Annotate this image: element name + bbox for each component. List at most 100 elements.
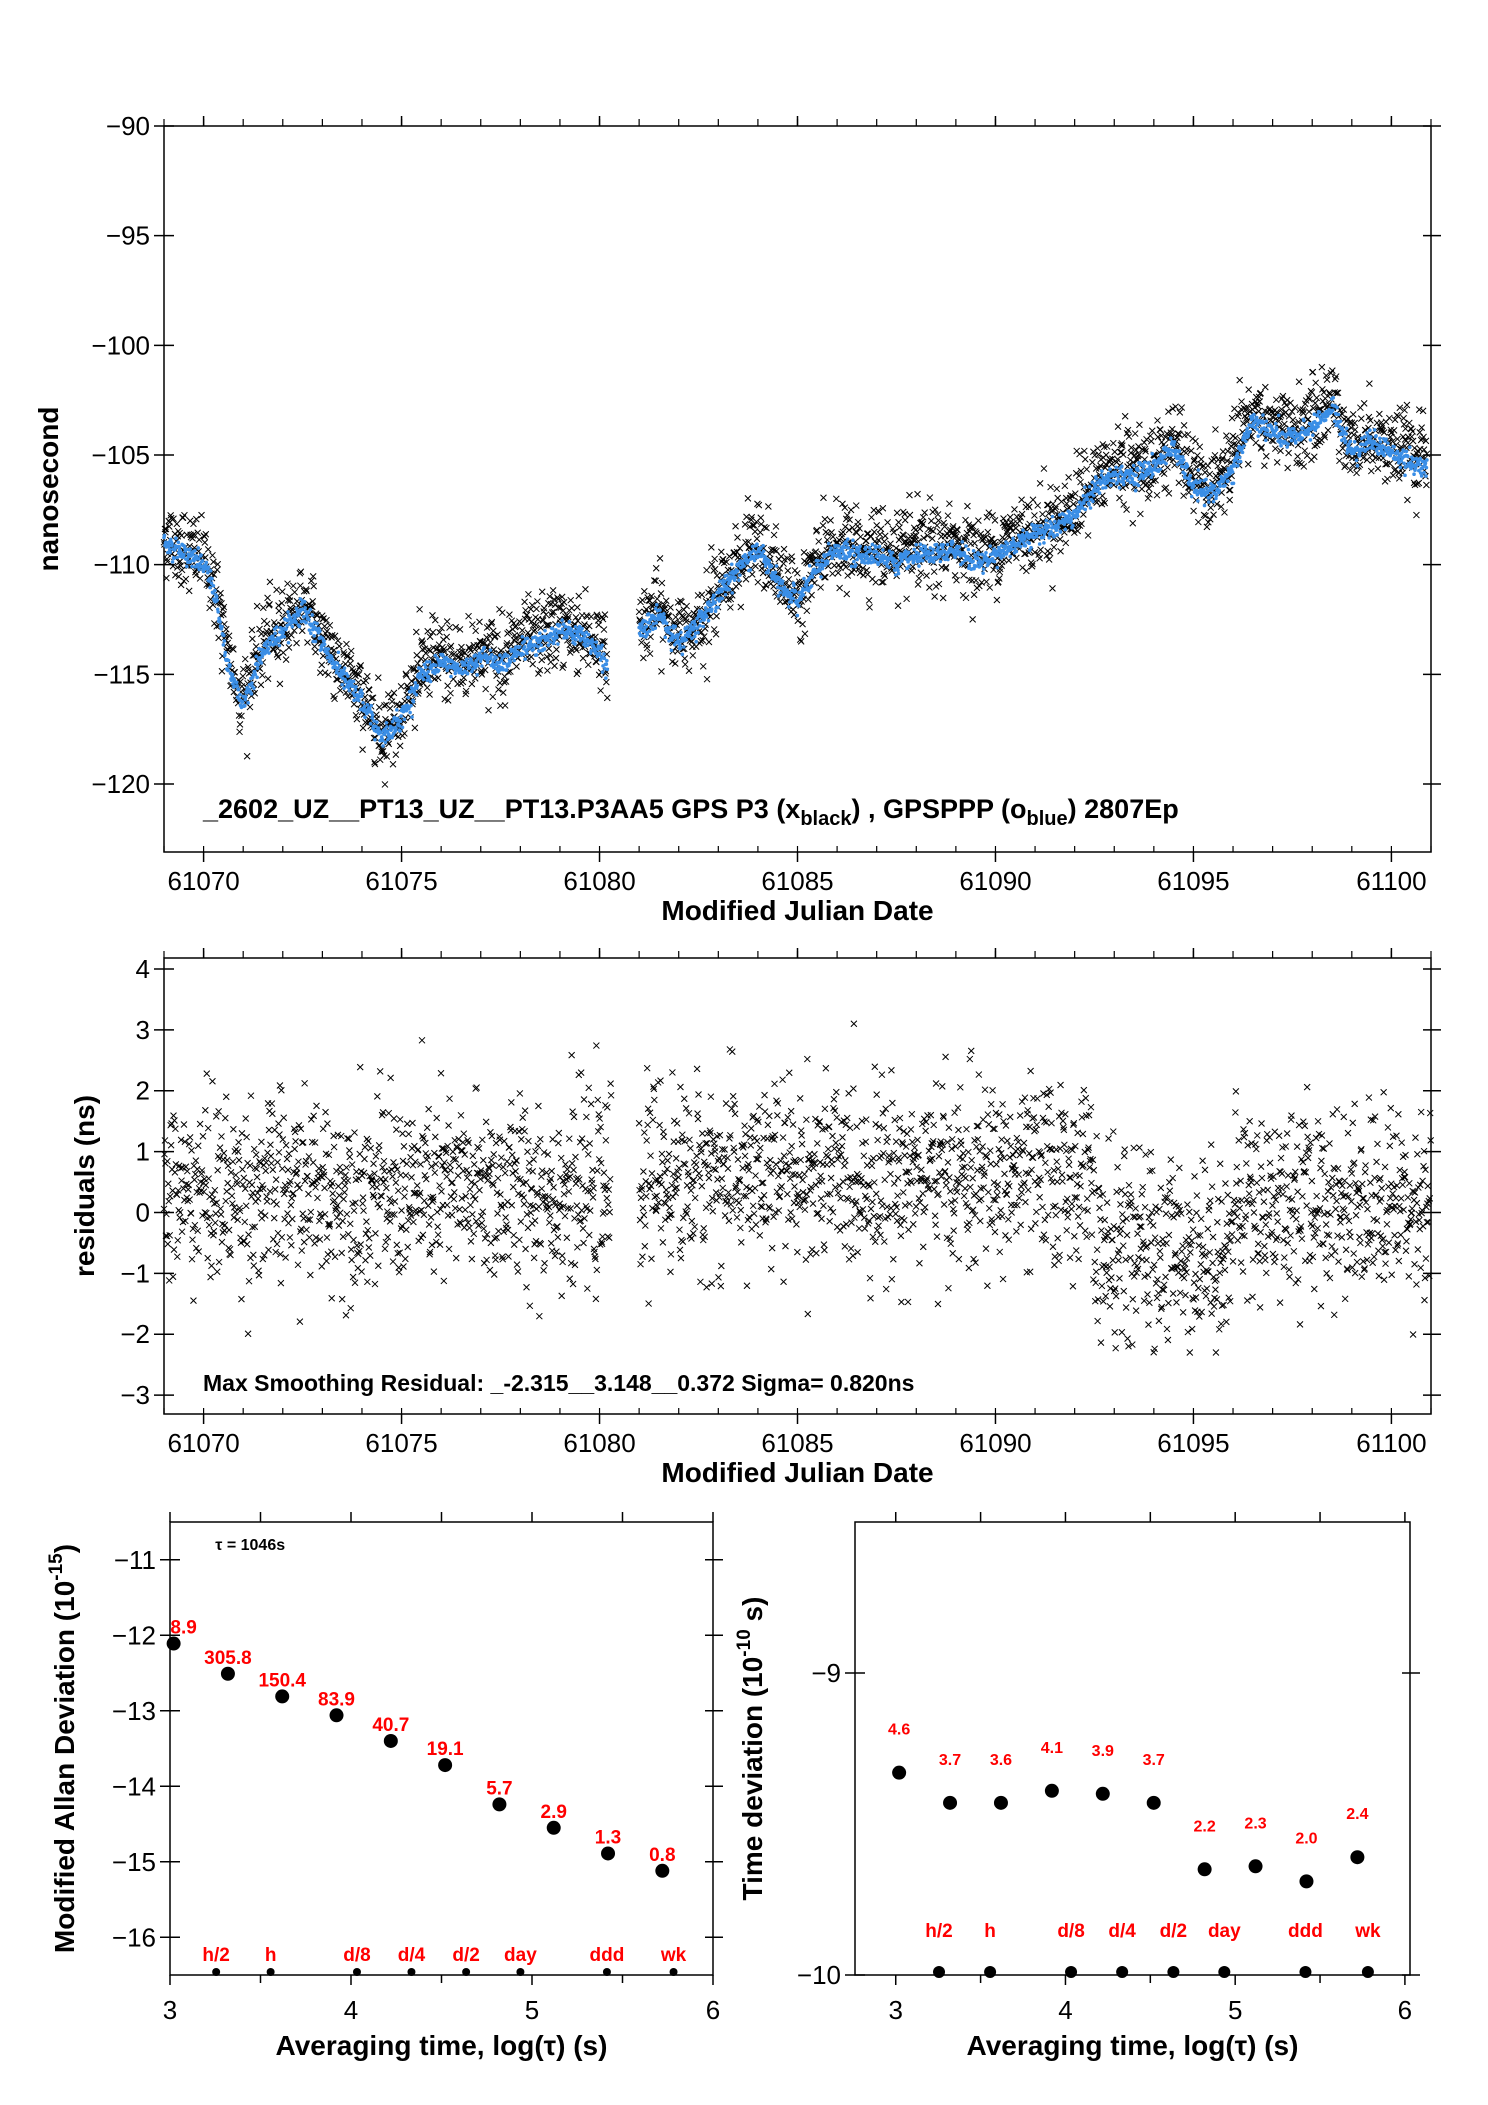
data-point-x	[502, 678, 510, 685]
data-point-x	[780, 545, 788, 553]
data-point-x	[1415, 406, 1423, 413]
data-point-o	[525, 636, 530, 641]
data-point-x	[354, 679, 362, 686]
data-point-o	[1046, 525, 1051, 529]
data-point-o	[1217, 488, 1222, 493]
data-point-x	[1336, 457, 1343, 465]
data-point-x	[1278, 405, 1285, 413]
data-point-o	[177, 544, 182, 549]
data-point-x	[884, 519, 891, 526]
data-point-x	[1067, 492, 1075, 499]
data-point-x	[1182, 449, 1190, 457]
data-point-x	[969, 522, 977, 530]
data-point-x	[574, 617, 582, 625]
data-point-x	[1178, 404, 1186, 411]
data-point-x	[1052, 503, 1060, 511]
data-point-x	[412, 628, 420, 636]
data-point-x	[866, 603, 873, 611]
data-point-x	[321, 669, 329, 677]
data-point-x	[1053, 485, 1061, 493]
data-point-x	[769, 545, 776, 553]
data-point-x	[1351, 419, 1359, 427]
data-point-x	[794, 617, 802, 625]
data-point-o	[222, 639, 227, 643]
data-point-x	[1256, 398, 1263, 405]
data-point-o	[1150, 451, 1155, 456]
data-point-x	[488, 620, 495, 627]
data-point-x	[1224, 447, 1232, 455]
data-point-o	[940, 546, 945, 550]
data-point-x	[1169, 405, 1177, 412]
data-point-o	[819, 575, 823, 579]
data-point-o	[1242, 444, 1246, 448]
data-point-o	[1077, 509, 1081, 514]
data-point-o	[573, 642, 577, 646]
data-point-o	[408, 710, 412, 715]
data-point-x	[678, 598, 685, 606]
data-point-x	[1145, 485, 1153, 493]
data-point-o	[1169, 453, 1174, 457]
data-point-x	[981, 540, 989, 548]
x-tick-label: 61095	[1157, 866, 1229, 896]
data-point-x	[390, 689, 398, 697]
data-point-o	[1091, 499, 1095, 504]
data-point-o	[646, 612, 651, 616]
data-point-o	[284, 627, 288, 631]
data-point-x	[1332, 373, 1340, 380]
data-point-x	[446, 624, 453, 631]
data-point-o	[900, 559, 904, 563]
data-point-x	[733, 548, 741, 556]
data-point-x	[195, 547, 203, 555]
data-point-o	[176, 540, 181, 545]
data-point-x	[529, 621, 537, 629]
data-point-x	[331, 632, 339, 640]
data-point-x	[1294, 453, 1302, 460]
data-point-o	[589, 649, 593, 653]
data-point-x	[239, 665, 247, 673]
data-point-x	[770, 531, 778, 539]
data-point-x	[788, 557, 796, 565]
data-point-x	[371, 760, 379, 768]
data-point-o	[188, 559, 193, 564]
data-point-o	[1071, 523, 1075, 528]
data-point-o	[234, 680, 239, 685]
data-point-o	[1120, 464, 1124, 469]
x-axis-title: Modified Julian Date	[661, 895, 933, 926]
data-point-o	[1230, 470, 1235, 474]
data-point-o	[384, 721, 389, 725]
data-point-x	[220, 611, 227, 618]
data-point-x	[983, 513, 991, 521]
data-point-o	[938, 559, 943, 564]
data-point-x	[793, 569, 801, 577]
data-point-x	[1165, 408, 1172, 415]
data-point-o	[877, 544, 882, 549]
data-point-o	[868, 548, 873, 553]
data-point-x	[799, 620, 806, 628]
data-point-o	[1094, 476, 1098, 481]
data-point-o	[319, 647, 324, 651]
data-point-x	[887, 540, 894, 548]
data-point-o	[852, 559, 856, 564]
data-point-x	[1202, 512, 1209, 520]
data-point-x	[597, 687, 604, 694]
data-point-x	[930, 568, 938, 576]
data-point-x	[1282, 408, 1290, 416]
data-point-x	[1164, 464, 1171, 471]
data-point-x	[1422, 437, 1430, 445]
x-tick-label: 61070	[167, 866, 239, 896]
data-point-o	[523, 657, 527, 661]
data-point-o	[801, 593, 806, 597]
data-point-x	[650, 601, 657, 608]
data-point-x	[170, 515, 177, 523]
data-point-x	[274, 653, 282, 661]
data-point-x	[828, 529, 835, 536]
data-point-o	[1251, 416, 1255, 420]
data-point-x	[548, 609, 556, 616]
data-point-x	[459, 678, 467, 686]
data-point-x	[661, 604, 669, 612]
data-point-o	[1141, 464, 1146, 469]
data-point-x	[1219, 454, 1226, 462]
data-point-o	[485, 660, 490, 665]
data-point-o	[825, 559, 830, 564]
data-point-x	[1423, 450, 1431, 458]
